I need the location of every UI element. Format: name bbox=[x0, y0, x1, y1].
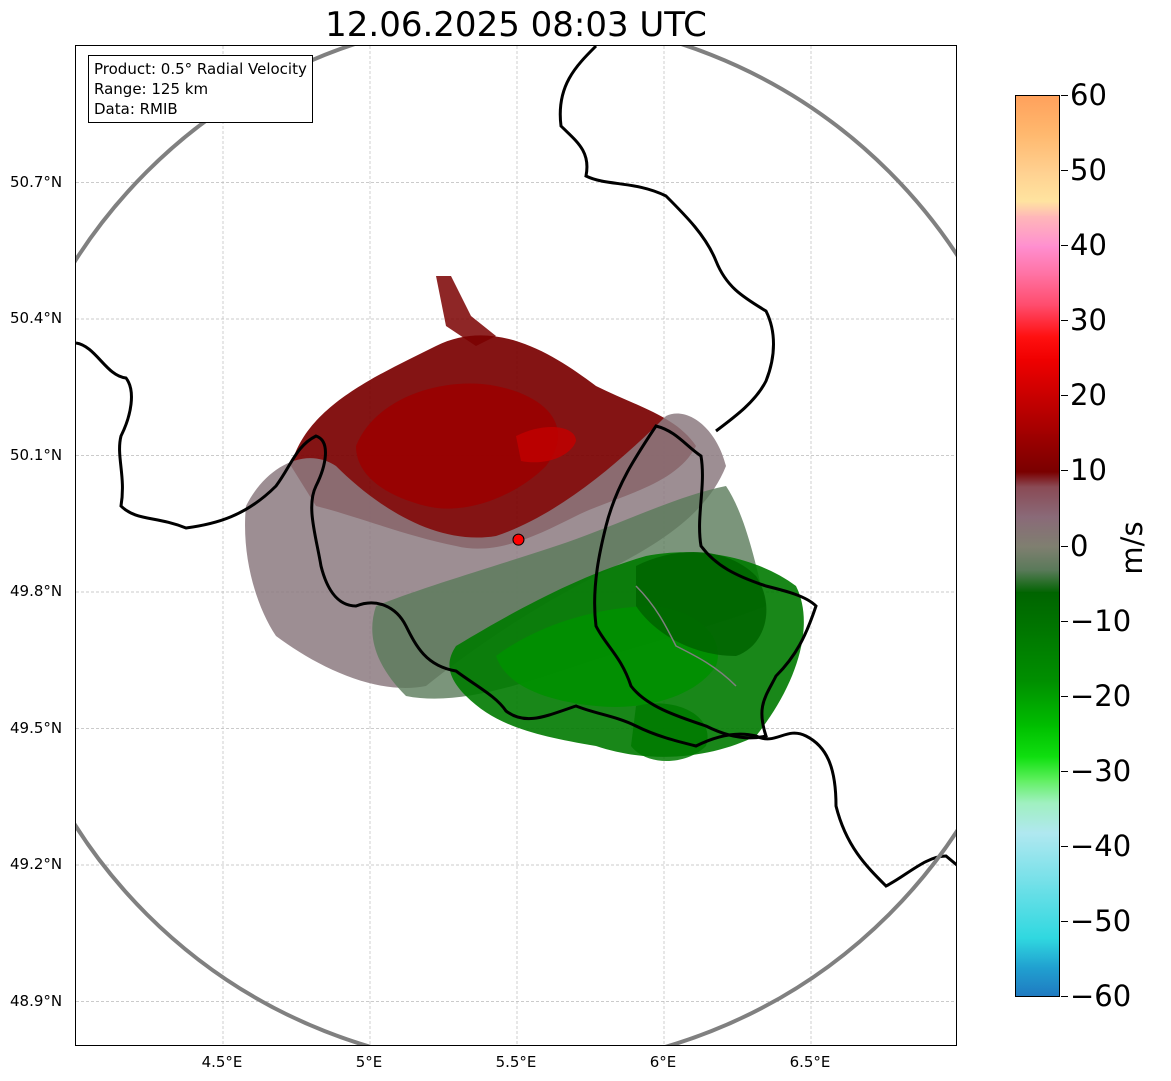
colorbar-tick-label: 50 bbox=[1070, 153, 1107, 188]
colorbar-segment bbox=[1016, 682, 1059, 728]
colorbar-segment bbox=[1016, 637, 1059, 683]
colorbar-tick bbox=[1061, 695, 1068, 697]
colorbar-segment bbox=[1016, 592, 1059, 638]
lon-tick-label: 4.5°E bbox=[201, 1053, 243, 1071]
border-lux-internal bbox=[635, 585, 737, 687]
colorbar bbox=[1015, 95, 1060, 997]
lon-tick-label: 5°E bbox=[355, 1053, 383, 1071]
colorbar-tick bbox=[1061, 996, 1068, 997]
colorbar-tick-label: 10 bbox=[1070, 453, 1107, 488]
radar-map-canvas bbox=[76, 46, 956, 1045]
colorbar-segment bbox=[1016, 434, 1059, 473]
info-range: Range: 125 km bbox=[94, 80, 209, 98]
border-germany bbox=[558, 46, 775, 433]
colorbar-segment bbox=[1016, 569, 1059, 593]
colorbar-tick bbox=[1061, 395, 1068, 397]
lat-tick-label: 49.8°N bbox=[10, 582, 63, 600]
colorbar-segment bbox=[1016, 201, 1059, 217]
lon-tick-label: 5.5°E bbox=[495, 1053, 537, 1071]
colorbar-segment bbox=[1016, 471, 1059, 488]
colorbar-tick bbox=[1061, 545, 1068, 547]
inbound-echo-north bbox=[436, 276, 496, 346]
colorbar-segment bbox=[1016, 359, 1059, 398]
colorbar-tick-label: −10 bbox=[1070, 603, 1132, 638]
colorbar-tick-label: −40 bbox=[1070, 828, 1132, 863]
info-product: Product: 0.5° Radial Velocity bbox=[94, 60, 307, 78]
colorbar-segment bbox=[1016, 276, 1059, 307]
lat-tick-label: 50.1°N bbox=[10, 445, 63, 464]
outbound-echo-southeast bbox=[631, 703, 708, 761]
colorbar-tick bbox=[1061, 470, 1068, 472]
colorbar-segment bbox=[1016, 885, 1059, 939]
colorbar-segment bbox=[1016, 133, 1059, 172]
colorbar-unit-label: m/s bbox=[1115, 521, 1149, 575]
lat-tick-label: 49.2°N bbox=[10, 855, 63, 873]
colorbar-tick bbox=[1061, 620, 1068, 622]
colorbar-tick-label: 40 bbox=[1070, 228, 1107, 263]
colorbar-segment bbox=[1016, 516, 1059, 548]
colorbar-tick bbox=[1061, 170, 1068, 172]
colorbar-segment bbox=[1016, 336, 1059, 360]
border-belgium-france bbox=[76, 341, 956, 888]
colorbar-segment bbox=[1016, 171, 1059, 202]
colorbar-tick-label: −20 bbox=[1070, 678, 1132, 713]
colorbar-tick-label: −50 bbox=[1070, 903, 1132, 938]
lat-tick-label: 50.7°N bbox=[10, 172, 63, 191]
radar-site-marker bbox=[512, 533, 525, 546]
colorbar-segment bbox=[1016, 780, 1059, 804]
colorbar-segment bbox=[1016, 96, 1059, 135]
colorbar-segment bbox=[1016, 967, 1059, 996]
colorbar-tick bbox=[1061, 920, 1068, 922]
colorbar-tick-label: 0 bbox=[1070, 528, 1089, 563]
lon-tick-label: 6.5°E bbox=[789, 1053, 831, 1071]
colorbar-tick-label: 30 bbox=[1070, 303, 1107, 338]
radar-map bbox=[75, 45, 957, 1046]
colorbar-segment bbox=[1016, 757, 1059, 781]
velocity-echoes bbox=[245, 276, 804, 761]
inbound-echo-core bbox=[356, 383, 558, 509]
colorbar-segment bbox=[1016, 727, 1059, 758]
colorbar-tick bbox=[1061, 770, 1068, 772]
colorbar-segment bbox=[1016, 216, 1059, 247]
colorbar-segment bbox=[1016, 486, 1059, 518]
near-zero-echo bbox=[245, 413, 726, 688]
colorbar-tick-label: 20 bbox=[1070, 378, 1107, 413]
map-title: 12.06.2025 08:03 UTC bbox=[325, 5, 707, 45]
colorbar-tick-label: −30 bbox=[1070, 753, 1132, 788]
lon-tick-label: 6°E bbox=[649, 1053, 677, 1071]
colorbar-tick-label: −60 bbox=[1070, 979, 1132, 1013]
product-info-box: Product: 0.5° Radial Velocity Range: 125… bbox=[88, 55, 313, 123]
info-data-source: Data: RMIB bbox=[94, 100, 178, 118]
colorbar-tick bbox=[1061, 95, 1068, 96]
colorbar-segment bbox=[1016, 937, 1059, 969]
inbound-echo-strong bbox=[516, 426, 576, 463]
colorbar-tick bbox=[1061, 245, 1068, 247]
lat-tick-label: 49.5°N bbox=[10, 718, 63, 737]
colorbar-segment bbox=[1016, 396, 1059, 435]
colorbar-segment bbox=[1016, 246, 1059, 277]
country-borders bbox=[76, 46, 956, 888]
colorbar-tick bbox=[1061, 845, 1068, 847]
lat-tick-label: 48.9°N bbox=[10, 991, 63, 1010]
colorbar-segment bbox=[1016, 832, 1059, 886]
lat-tick-label: 50.4°N bbox=[10, 309, 63, 327]
colorbar-segment bbox=[1016, 802, 1059, 834]
colorbar-segment bbox=[1016, 547, 1059, 571]
colorbar-tick-label: 60 bbox=[1070, 78, 1107, 112]
colorbar-segment bbox=[1016, 306, 1059, 338]
colorbar-tick bbox=[1061, 320, 1068, 322]
border-luxembourg bbox=[593, 424, 818, 740]
